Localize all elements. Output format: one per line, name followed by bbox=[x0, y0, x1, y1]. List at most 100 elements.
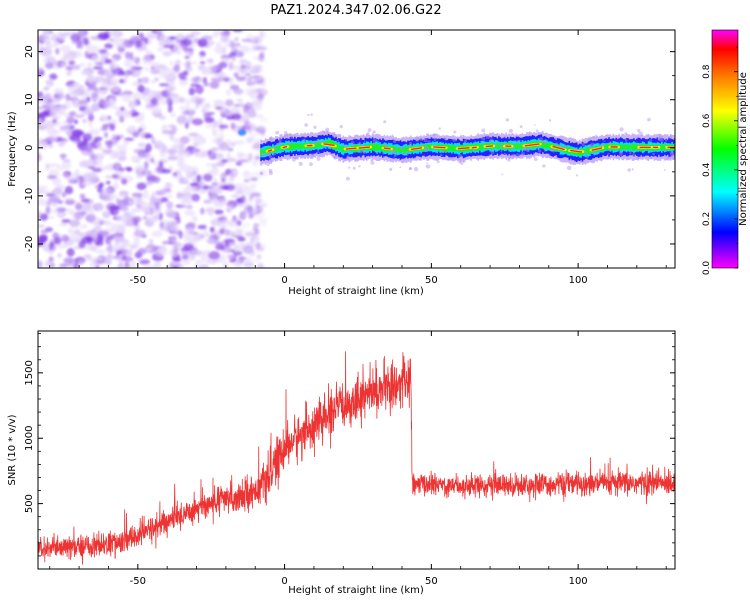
noise-blob bbox=[74, 228, 81, 235]
noise-blob bbox=[126, 167, 133, 172]
track-fringe-dot bbox=[619, 152, 623, 156]
noise-blob bbox=[62, 56, 74, 62]
track-fringe-dot bbox=[425, 165, 428, 168]
noise-blob bbox=[203, 230, 210, 237]
track-fringe-dot bbox=[581, 142, 585, 147]
track-core-peak bbox=[358, 146, 371, 149]
noise-blob bbox=[237, 153, 249, 157]
noise-blob bbox=[249, 131, 255, 139]
noise-blob bbox=[150, 66, 156, 70]
noise-blob bbox=[111, 133, 117, 142]
noise-blob bbox=[246, 81, 256, 86]
track-fringe-dot bbox=[501, 173, 504, 176]
noise-blob bbox=[46, 127, 57, 136]
noise-blob bbox=[170, 144, 182, 150]
track-fringe-dot bbox=[284, 131, 288, 135]
track-fringe-dot bbox=[511, 153, 516, 158]
track-fringe-dot bbox=[534, 124, 536, 126]
noise-blob bbox=[249, 238, 255, 247]
track-core-peak bbox=[282, 146, 288, 149]
spectrogram-y-tick-label: -20 bbox=[24, 236, 35, 252]
noise-blob bbox=[236, 203, 245, 208]
noise-blob bbox=[53, 94, 61, 99]
track-fringe-dot bbox=[649, 139, 653, 143]
track-fringe-dot bbox=[507, 158, 511, 162]
noise-blob bbox=[236, 51, 244, 58]
noise-blob bbox=[130, 259, 137, 268]
noise-blob bbox=[160, 187, 168, 195]
snr-x-tick-label: 100 bbox=[569, 576, 588, 587]
noise-blob bbox=[230, 56, 237, 62]
noise-blob bbox=[143, 161, 149, 170]
track-fringe-dot bbox=[632, 153, 635, 156]
noise-blob bbox=[56, 207, 67, 213]
track-fringe-dot bbox=[423, 145, 429, 151]
noise-blob bbox=[186, 229, 196, 235]
track-fringe-dot bbox=[593, 150, 596, 153]
noise-blob bbox=[236, 98, 243, 103]
noise-blob bbox=[231, 218, 239, 222]
noise-blob bbox=[108, 97, 115, 105]
noise-blob bbox=[46, 56, 56, 64]
noise-blob bbox=[142, 265, 155, 268]
spectrogram-x-tick-label: 50 bbox=[425, 275, 438, 286]
track-fringe-dot bbox=[269, 138, 273, 141]
track-fringe-dot bbox=[421, 143, 424, 146]
noise-blob bbox=[107, 240, 112, 246]
noise-blob bbox=[74, 114, 85, 118]
noise-blob bbox=[43, 86, 50, 91]
track-fringe-dot bbox=[408, 167, 412, 170]
spectrogram-y-tick-label: 20 bbox=[24, 45, 35, 58]
noise-blob bbox=[61, 161, 72, 170]
noise-blob bbox=[100, 80, 109, 90]
noise-blob bbox=[150, 158, 155, 164]
noise-blob bbox=[89, 262, 98, 268]
track-core-peak bbox=[524, 143, 540, 147]
noise-blob bbox=[38, 44, 44, 49]
noise-blob bbox=[225, 205, 233, 210]
noise-blob bbox=[208, 151, 217, 160]
noise-blob bbox=[136, 182, 147, 191]
noise-blob bbox=[220, 34, 230, 43]
noise-blob bbox=[87, 86, 99, 91]
noise-blob bbox=[47, 175, 57, 180]
track-fringe-dot bbox=[346, 156, 350, 160]
track-fringe-dot bbox=[392, 151, 397, 155]
track-fringe-dot bbox=[629, 150, 632, 153]
noise-blob bbox=[57, 243, 68, 249]
noise-blob bbox=[224, 248, 231, 252]
noise-blob bbox=[184, 151, 192, 158]
noise-blob bbox=[139, 130, 145, 140]
noise-blob bbox=[61, 138, 69, 143]
noise-blob bbox=[42, 102, 53, 109]
noise-blob bbox=[160, 143, 167, 153]
noise-blob bbox=[92, 217, 102, 226]
noise-blob bbox=[105, 123, 113, 128]
track-fringe-dot bbox=[370, 160, 375, 165]
track-fringe-dot bbox=[458, 154, 463, 159]
track-fringe-dot bbox=[409, 167, 413, 171]
noise-blob bbox=[135, 60, 140, 66]
track-fringe-dot bbox=[325, 127, 330, 132]
noise-blob bbox=[63, 257, 75, 264]
noise-blob bbox=[229, 84, 240, 91]
track-fringe-dot bbox=[669, 137, 672, 140]
noise-blob bbox=[156, 94, 162, 101]
track-fringe-dot bbox=[326, 132, 329, 135]
noise-blob bbox=[231, 113, 242, 121]
noise-blob bbox=[93, 96, 105, 101]
track-fringe-dot bbox=[671, 155, 675, 161]
noise-blob bbox=[180, 115, 187, 119]
track-fringe-dot bbox=[392, 157, 395, 160]
noise-blob bbox=[242, 222, 251, 229]
track-core-peak bbox=[383, 147, 391, 150]
noise-blob bbox=[38, 152, 42, 161]
noise-blob bbox=[209, 81, 220, 89]
noise-blob bbox=[170, 224, 180, 233]
track-fringe-dot bbox=[323, 131, 326, 134]
track-fringe-dot bbox=[594, 134, 598, 138]
noise-blob bbox=[186, 222, 197, 228]
noise-blob bbox=[213, 120, 219, 128]
noise-blob bbox=[260, 220, 267, 227]
track-fringe-dot bbox=[438, 127, 441, 130]
